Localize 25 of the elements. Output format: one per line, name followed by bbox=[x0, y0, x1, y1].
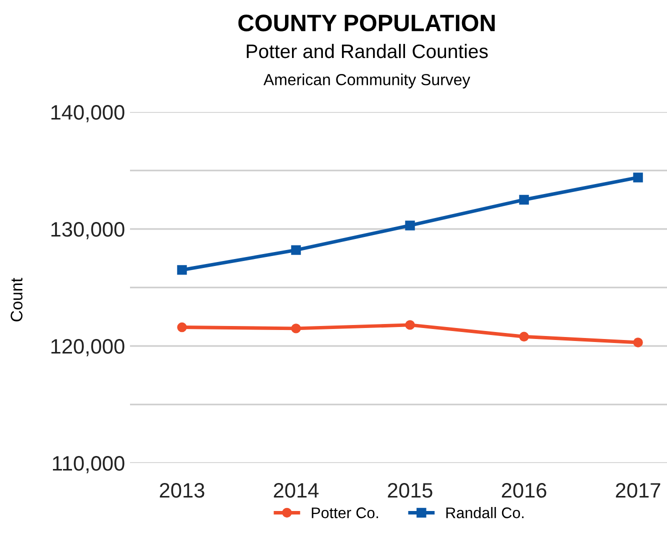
x-tick-label: 2016 bbox=[502, 482, 546, 498]
x-tick-label: 2017 bbox=[616, 482, 660, 498]
point bbox=[177, 265, 187, 275]
x-tick-label: 2015 bbox=[388, 482, 432, 498]
point bbox=[519, 194, 529, 205]
point bbox=[405, 320, 415, 330]
point bbox=[291, 245, 301, 255]
y-axis-title: Count bbox=[10, 278, 22, 322]
y-tick-label: 110,000 bbox=[52, 456, 124, 474]
point bbox=[405, 220, 415, 230]
x-tick-label: 2013 bbox=[160, 482, 204, 498]
text: American Community Survey bbox=[263, 74, 470, 88]
point bbox=[177, 322, 187, 332]
point bbox=[633, 172, 643, 182]
x-tick-label: 2014 bbox=[274, 482, 319, 498]
point bbox=[633, 338, 643, 348]
y-tick-label: 140,000 bbox=[51, 105, 124, 122]
y-tick-label: 120,000 bbox=[51, 339, 124, 356]
y-tick-label: 130,000 bbox=[51, 222, 124, 240]
chart-title: COUNTY POPULATION bbox=[238, 14, 495, 32]
point bbox=[291, 324, 301, 334]
chart-subtitle: Potter and Randall Counties bbox=[246, 44, 488, 58]
legend-label: Potter Co. bbox=[312, 507, 378, 518]
point bbox=[519, 332, 529, 342]
legend-label: Randall Co. bbox=[446, 507, 524, 518]
